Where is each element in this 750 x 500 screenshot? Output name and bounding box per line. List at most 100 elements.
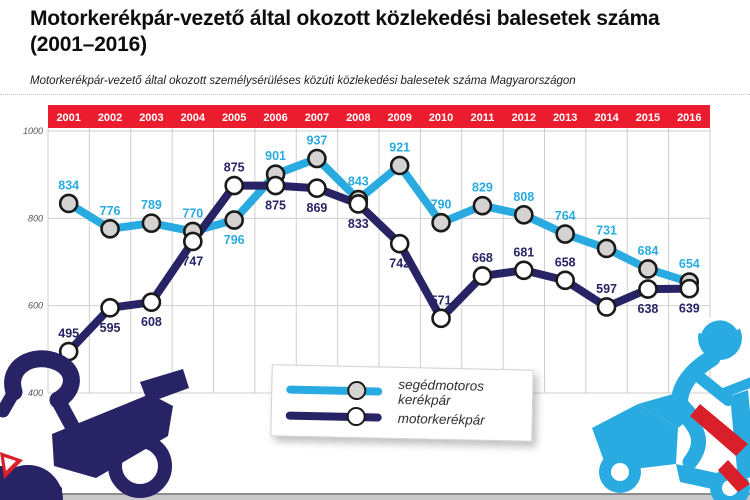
value-label: 901 <box>265 149 286 163</box>
value-label: 875 <box>224 161 245 175</box>
value-label: 843 <box>348 175 369 189</box>
legend-label-motorcycle: motorkerékpár <box>397 410 485 428</box>
crashed-motorcycle-illustration <box>0 350 189 500</box>
data-point-marker <box>431 212 451 233</box>
value-label: 776 <box>100 204 121 218</box>
data-point-marker <box>307 148 327 169</box>
value-label: 681 <box>513 245 534 259</box>
year-label: 2012 <box>512 112 536 124</box>
value-label: 608 <box>141 315 162 329</box>
top-separator <box>0 94 750 95</box>
value-label: 638 <box>638 302 659 316</box>
year-label: 2007 <box>305 112 329 124</box>
warning-triangle-icon <box>0 452 23 479</box>
value-label: 796 <box>224 233 245 247</box>
data-point-marker <box>638 259 658 279</box>
year-label: 2010 <box>429 112 453 124</box>
data-point-marker <box>389 155 410 176</box>
year-label: 2015 <box>636 112 660 124</box>
value-label: 654 <box>679 257 700 271</box>
year-label: 2006 <box>263 112 287 124</box>
data-point-marker <box>472 195 493 216</box>
ytick-label: 400 <box>28 388 43 398</box>
value-label: 770 <box>182 206 203 220</box>
year-label: 2005 <box>222 112 246 124</box>
data-point-marker <box>224 175 244 196</box>
data-point-marker <box>100 219 120 239</box>
data-point-marker <box>555 224 575 244</box>
footer-bar <box>58 493 750 500</box>
year-label: 2002 <box>98 112 122 124</box>
header: Motorkerékpár-vezető által okozott közle… <box>30 6 730 87</box>
series-line-motorcycle <box>64 181 694 356</box>
data-point-marker <box>348 194 369 214</box>
value-label: 495 <box>58 327 79 341</box>
page-subtitle: Motorkerékpár-vezető által okozott szemé… <box>30 74 576 87</box>
value-label: 834 <box>58 178 79 192</box>
data-point-marker <box>58 193 79 214</box>
year-label: 2004 <box>181 112 206 124</box>
value-label: 829 <box>472 181 493 195</box>
value-label: 937 <box>307 134 328 148</box>
ytick-label: 600 <box>28 301 43 311</box>
data-point-marker <box>100 298 120 318</box>
year-label: 2016 <box>677 112 701 124</box>
value-label: 833 <box>348 217 369 231</box>
year-label: 2008 <box>346 112 370 124</box>
value-label: 747 <box>182 254 203 268</box>
motorcycle-marker-icon <box>346 406 366 427</box>
value-label: 742 <box>389 257 410 271</box>
value-label: 668 <box>472 251 493 265</box>
year-label: 2003 <box>139 112 163 124</box>
year-label: 2011 <box>471 112 495 124</box>
chart-legend: segédmotoros kerékpár motorkerékpár <box>270 364 534 442</box>
legend-label-moped: segédmotoros kerékpár <box>397 376 485 409</box>
data-point-marker <box>514 260 534 281</box>
year-label: 2001 <box>56 112 80 124</box>
data-point-marker <box>389 233 410 254</box>
data-point-marker <box>141 213 162 233</box>
data-point-marker <box>141 292 162 312</box>
data-point-marker <box>431 308 451 329</box>
ytick-label: 800 <box>28 213 43 223</box>
data-point-marker <box>555 270 575 291</box>
moped-line-sample <box>286 380 383 401</box>
year-label: 2013 <box>553 112 577 124</box>
value-label: 764 <box>555 209 576 223</box>
data-point-marker <box>638 279 658 299</box>
data-point-marker <box>679 278 700 299</box>
moped-marker-icon <box>347 380 367 401</box>
value-label: 684 <box>638 244 659 258</box>
ytick-label: 1000 <box>23 126 43 136</box>
value-label: 597 <box>596 282 617 296</box>
data-point-marker <box>224 210 244 230</box>
data-point-marker <box>265 175 286 196</box>
year-label: 2014 <box>594 112 619 124</box>
value-label: 658 <box>555 255 576 269</box>
data-point-marker <box>307 178 327 199</box>
moped-rider-illustration <box>592 315 750 500</box>
value-label: 875 <box>265 199 286 213</box>
crash-flash-icon <box>690 404 750 492</box>
value-label: 921 <box>389 140 410 154</box>
data-point-marker <box>472 266 493 286</box>
motorcycle-line-sample <box>285 406 382 427</box>
data-point-marker <box>514 205 534 225</box>
value-label: 571 <box>431 293 452 307</box>
series-line-moped <box>64 154 694 287</box>
data-point-marker <box>596 238 617 259</box>
data-point-marker <box>596 297 617 317</box>
value-label: 789 <box>141 198 162 212</box>
value-label: 731 <box>596 223 617 237</box>
value-label: 639 <box>679 302 700 316</box>
value-label: 808 <box>513 190 534 204</box>
page-title: Motorkerékpár-vezető által okozott közle… <box>30 7 660 57</box>
year-label: 2009 <box>387 112 411 124</box>
value-label: 869 <box>307 201 328 215</box>
value-label: 595 <box>100 321 121 335</box>
data-point-marker <box>183 231 203 252</box>
value-label: 790 <box>431 198 452 212</box>
year-band <box>48 105 710 128</box>
